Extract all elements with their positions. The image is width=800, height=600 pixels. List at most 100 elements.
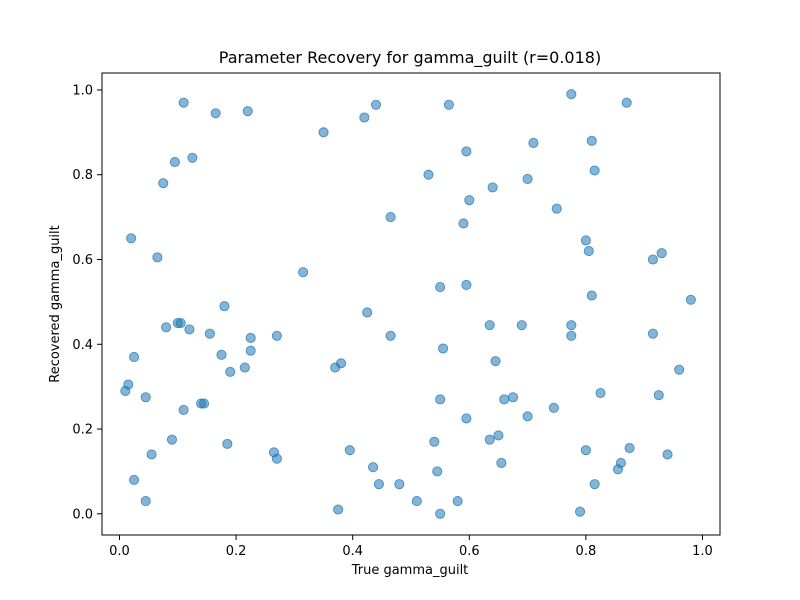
y-tick-label-0: 0.0: [72, 507, 93, 522]
data-point-65: [487, 182, 498, 193]
data-point-49: [423, 169, 434, 180]
data-point-32: [271, 453, 282, 464]
data-point-75: [548, 402, 559, 413]
plot-frame: [101, 72, 721, 536]
data-point-69: [499, 394, 510, 405]
data-point-77: [566, 330, 577, 341]
data-point-78: [566, 320, 577, 331]
data-point-80: [575, 506, 586, 517]
data-point-25: [222, 438, 233, 449]
data-point-11: [166, 434, 178, 445]
data-point-27: [239, 362, 250, 373]
data-point-18: [187, 152, 198, 163]
data-point-81: [580, 235, 591, 246]
data-point-38: [335, 358, 347, 369]
data-point-24: [219, 301, 230, 312]
data-point-3: [129, 351, 140, 363]
data-point-68: [496, 457, 507, 468]
data-point-63: [484, 320, 495, 331]
data-point-41: [362, 307, 373, 318]
data-point-40: [359, 112, 370, 123]
data-point-85: [586, 290, 597, 301]
data-point-73: [522, 411, 533, 422]
x-axis-ticks: 0.0 0.2 0.4 0.6 0.8 1.0: [109, 535, 713, 559]
data-point-7: [146, 449, 157, 460]
y-axis-ticks: 0.0 0.2 0.4 0.6 0.8 1.0: [72, 83, 102, 522]
data-point-43: [370, 99, 382, 110]
data-point-67: [493, 430, 504, 441]
data-point-42: [368, 462, 379, 473]
data-point-51: [432, 466, 443, 477]
data-point-62: [464, 195, 475, 206]
data-point-33: [271, 330, 282, 341]
data-point-56: [443, 99, 454, 110]
x-tick-label-5: 1.0: [692, 544, 713, 559]
data-point-95: [653, 390, 664, 401]
x-tick-label-1: 0.2: [226, 544, 247, 559]
data-point-59: [461, 146, 472, 157]
data-point-34: [298, 267, 309, 278]
data-point-48: [411, 496, 422, 507]
y-axis-label: Recovered gamma_guilt: [48, 225, 63, 383]
data-point-93: [647, 328, 659, 339]
data-point-9: [158, 178, 169, 189]
data-point-37: [333, 504, 344, 515]
data-points: [120, 89, 696, 519]
data-point-20: [198, 398, 210, 409]
y-tick-label-5: 1.0: [72, 83, 93, 98]
data-point-29: [245, 332, 256, 343]
data-point-21: [204, 328, 215, 339]
data-point-46: [385, 330, 396, 341]
x-tick-label-0: 0.0: [109, 544, 130, 559]
data-point-66: [490, 356, 501, 367]
x-tick-label-4: 0.8: [576, 544, 597, 559]
data-point-28: [242, 106, 253, 117]
data-point-90: [615, 457, 626, 468]
data-point-8: [152, 252, 163, 263]
x-axis-label: True gamma_guilt: [351, 563, 469, 578]
data-point-35: [318, 127, 329, 138]
data-point-14: [175, 318, 186, 329]
data-point-97: [662, 449, 673, 460]
data-point-74: [528, 137, 539, 148]
chart-title: Parameter Recovery for gamma_guilt (r=0.…: [219, 48, 601, 68]
y-tick-label-4: 0.8: [72, 168, 93, 183]
data-point-70: [507, 392, 519, 403]
data-point-61: [461, 279, 472, 290]
data-point-96: [656, 248, 667, 259]
data-point-82: [580, 445, 591, 456]
data-point-50: [429, 436, 440, 447]
data-point-45: [385, 212, 396, 223]
data-point-5: [140, 496, 151, 507]
data-point-15: [178, 404, 189, 416]
data-point-76: [551, 203, 562, 214]
data-point-64: [484, 434, 495, 445]
data-point-39: [344, 445, 355, 456]
data-point-22: [210, 108, 221, 119]
data-point-92: [624, 443, 635, 454]
data-point-83: [583, 245, 594, 257]
data-point-72: [522, 173, 533, 185]
data-point-57: [452, 496, 463, 507]
y-tick-label-1: 0.2: [72, 423, 93, 438]
data-point-58: [458, 218, 469, 229]
data-point-86: [589, 165, 600, 176]
data-point-87: [589, 479, 600, 490]
data-point-53: [435, 394, 446, 405]
data-point-16: [178, 97, 189, 108]
data-point-47: [394, 479, 405, 490]
y-tick-label-3: 0.6: [72, 253, 93, 268]
data-point-10: [161, 322, 172, 333]
data-point-6: [140, 392, 151, 403]
data-point-26: [225, 366, 236, 377]
data-point-98: [674, 364, 685, 375]
data-point-91: [621, 97, 632, 108]
data-point-88: [595, 387, 606, 399]
x-tick-label-2: 0.4: [342, 544, 363, 559]
data-point-4: [129, 474, 140, 485]
data-point-52: [435, 281, 446, 293]
data-point-79: [566, 89, 577, 100]
data-point-60: [461, 413, 472, 424]
